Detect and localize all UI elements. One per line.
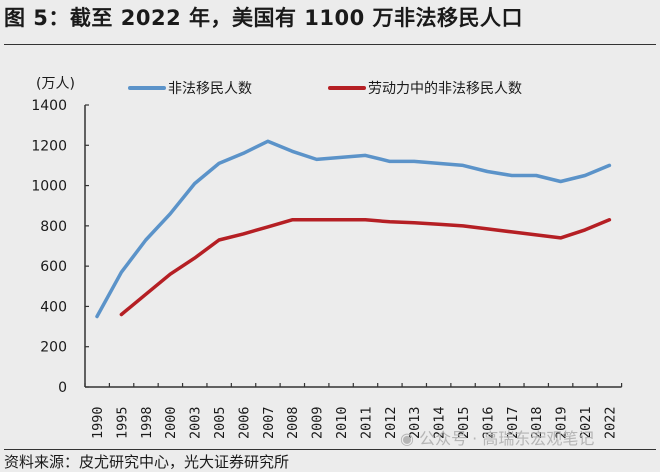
x-tick-label: 2006 [236, 406, 252, 439]
x-tick-label: 2018 [529, 406, 545, 439]
legend-label: 非法移民人数 [168, 81, 252, 97]
x-tick-label: 2007 [261, 406, 277, 439]
watermark: ◉ 公众号 · 高瑞东宏观笔记 [400, 425, 594, 449]
source-note: 资料来源：皮尤研究中心，光大证券研究所 [4, 453, 290, 471]
y-axis: 0 200 400 600 800 1000 1200 1400 [31, 98, 89, 396]
y-tick-label: 1000 [31, 179, 67, 195]
x-tick-label: 2012 [383, 406, 399, 439]
source-divider [4, 449, 656, 450]
x-tick-label: 2003 [188, 406, 204, 439]
watermark-text: 公众号 · 高瑞东宏观笔记 [419, 429, 595, 448]
x-tick-label: 2010 [334, 406, 350, 439]
x-tick-label: 2009 [310, 406, 326, 439]
wechat-icon: ◉ [400, 429, 414, 448]
x-tick-label: 2022 [602, 406, 618, 439]
series-illegal-immigrants-line [95, 139, 612, 319]
y-tick-label: 600 [40, 259, 67, 275]
chart-legend: 非法移民人数 劳动力中的非法移民人数 [128, 81, 522, 97]
x-tick-label: 2017 [505, 406, 521, 439]
x-axis: 1990 1995 1998 2000 2003 2005 2006 2007 2008 2009… [84, 383, 623, 439]
chart-series [95, 139, 612, 319]
x-tick-label: 2021 [578, 406, 594, 439]
y-tick-label: 1200 [31, 138, 67, 154]
y-tick-label: 1400 [31, 98, 67, 114]
title-divider [4, 44, 656, 45]
x-tick-label: 2014 [432, 406, 448, 439]
line-chart: (万人) 非法移民人数 劳动力中的非法移民人数 0 200 400 600 800 1000… [31, 76, 623, 439]
x-tick-label: 2005 [212, 406, 228, 439]
x-tick-label: 1998 [139, 406, 155, 439]
y-tick-label: 400 [40, 299, 67, 315]
x-tick-label: 2016 [480, 406, 496, 439]
x-tick-label: 2011 [358, 406, 374, 439]
x-tick-label: 2000 [163, 406, 179, 439]
x-tick-label: 2013 [407, 406, 423, 439]
x-tick-label: 2008 [285, 406, 301, 439]
legend-label: 劳动力中的非法移民人数 [368, 81, 522, 97]
x-tick-label: 1995 [114, 406, 130, 439]
x-tick-label: 2019 [554, 406, 570, 439]
x-tick-label: 2015 [456, 406, 472, 439]
chart-title: 图 5：截至 2022 年，美国有 1100 万非法移民人口 [4, 6, 524, 30]
y-tick-label: 800 [40, 219, 67, 235]
y-tick-label: 200 [40, 340, 67, 356]
y-tick-label: 0 [58, 380, 67, 396]
series-illegal-workforce-line [119, 218, 612, 317]
y-axis-unit-label: (万人) [36, 76, 75, 92]
x-tick-label: 1990 [90, 406, 106, 439]
